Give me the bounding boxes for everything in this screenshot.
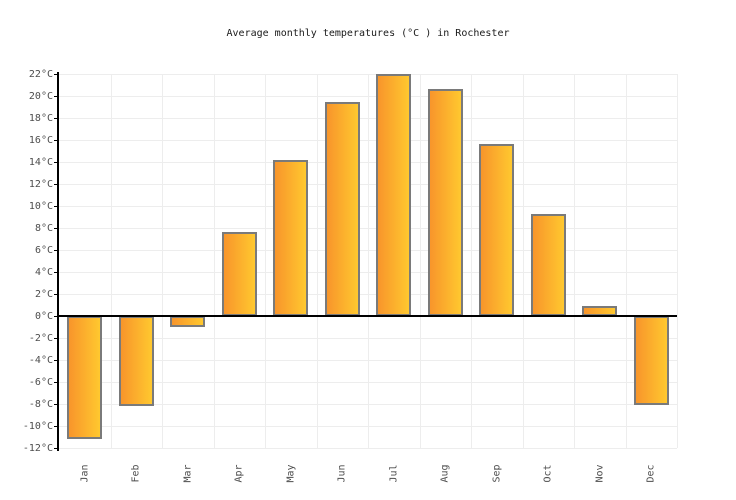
- y-axis-label: 18°C: [28, 113, 53, 124]
- v-gridline: [574, 74, 575, 448]
- y-axis-label: -8°C: [28, 399, 53, 410]
- y-axis-label: 14°C: [28, 157, 53, 168]
- bar-nov: [582, 306, 618, 316]
- y-axis-label: 0°C: [34, 311, 53, 322]
- y-axis-label: 2°C: [34, 289, 53, 300]
- y-axis-label: 4°C: [34, 267, 53, 278]
- y-axis-tick: [54, 316, 58, 317]
- y-axis-tick: [54, 162, 58, 163]
- v-gridline: [110, 74, 112, 448]
- y-axis-line: [57, 72, 59, 451]
- y-axis-tick: [54, 140, 58, 141]
- x-axis-label-feb: Feb: [111, 450, 163, 496]
- y-axis-label: 22°C: [28, 69, 53, 80]
- v-gridline: [316, 74, 318, 448]
- x-axis-label-aug: Aug: [420, 450, 472, 496]
- y-axis-label: 20°C: [28, 91, 53, 102]
- x-axis-label-text: Sep: [491, 463, 503, 483]
- y-axis-tick: [54, 272, 58, 273]
- y-axis-tick: [54, 184, 58, 185]
- bar-may: [273, 159, 309, 316]
- y-axis-label: -10°C: [22, 421, 53, 432]
- x-axis-label-text: Jan: [79, 463, 91, 483]
- y-axis-label: -2°C: [28, 333, 53, 344]
- y-axis-tick: [54, 404, 58, 405]
- v-gridline: [213, 74, 215, 448]
- bar-jan: [67, 316, 103, 440]
- x-axis-label-jun: Jun: [317, 450, 369, 496]
- v-gridline: [522, 74, 524, 448]
- v-gridline: [162, 74, 163, 448]
- y-axis-tick: [54, 360, 58, 361]
- y-axis-label: -6°C: [28, 377, 53, 388]
- bar-feb: [118, 316, 154, 407]
- bar-sep: [479, 144, 515, 316]
- v-gridline: [265, 74, 266, 448]
- y-axis-tick: [54, 228, 58, 229]
- x-axis-label-text: Apr: [233, 463, 245, 483]
- y-axis-tick: [54, 96, 58, 97]
- bar-aug: [427, 89, 463, 316]
- v-gridline: [677, 74, 678, 448]
- y-axis-tick: [54, 426, 58, 427]
- y-axis-label: -12°C: [22, 443, 53, 454]
- bar-oct: [530, 213, 566, 316]
- chart-title: Average monthly temperatures (°C ) in Ro…: [226, 28, 510, 39]
- x-axis-label-mar: Mar: [162, 450, 214, 496]
- bar-jul: [376, 74, 412, 316]
- bar-jun: [324, 101, 360, 316]
- x-axis-label-text: Jul: [388, 463, 400, 483]
- bar-dec: [633, 316, 669, 406]
- x-axis-label-jul: Jul: [368, 450, 420, 496]
- x-axis-label-text: Feb: [130, 463, 142, 483]
- x-axis-label-text: May: [285, 463, 297, 483]
- v-gridline: [419, 74, 421, 448]
- x-axis-label-text: Dec: [645, 463, 657, 483]
- y-axis-tick: [54, 338, 58, 339]
- y-axis-tick: [54, 448, 58, 449]
- x-axis-label-text: Aug: [439, 463, 451, 483]
- y-axis-label: 10°C: [28, 201, 53, 212]
- x-axis-label-text: Nov: [594, 463, 606, 483]
- x-axis-label-sep: Sep: [471, 450, 523, 496]
- y-axis-tick: [54, 206, 58, 207]
- h-gridline: [59, 448, 677, 449]
- y-axis-tick: [54, 382, 58, 383]
- v-gridline: [625, 74, 627, 448]
- x-axis-zero-line: [57, 315, 677, 317]
- y-axis-label: 8°C: [34, 223, 53, 234]
- y-axis-tick: [54, 118, 58, 119]
- y-axis-label: -4°C: [28, 355, 53, 366]
- x-axis-label-jan: Jan: [59, 450, 111, 496]
- x-axis-label-apr: Apr: [214, 450, 266, 496]
- v-gridline: [471, 74, 472, 448]
- y-axis-tick: [54, 250, 58, 251]
- x-axis-label-may: May: [265, 450, 317, 496]
- x-axis-label-nov: Nov: [574, 450, 626, 496]
- x-axis-label-text: Jun: [336, 463, 348, 483]
- x-axis-label-text: Oct: [542, 463, 554, 483]
- y-axis-tick: [54, 294, 58, 295]
- y-axis-label: 16°C: [28, 135, 53, 146]
- x-axis-label-dec: Dec: [626, 450, 678, 496]
- bar-apr: [221, 232, 257, 316]
- x-axis-label-text: Mar: [182, 463, 194, 483]
- y-axis-tick: [54, 74, 58, 75]
- y-axis-label: 12°C: [28, 179, 53, 190]
- v-gridline: [368, 74, 369, 448]
- bar-mar: [170, 316, 206, 327]
- x-axis-label-oct: Oct: [523, 450, 575, 496]
- y-axis-label: 6°C: [34, 245, 53, 256]
